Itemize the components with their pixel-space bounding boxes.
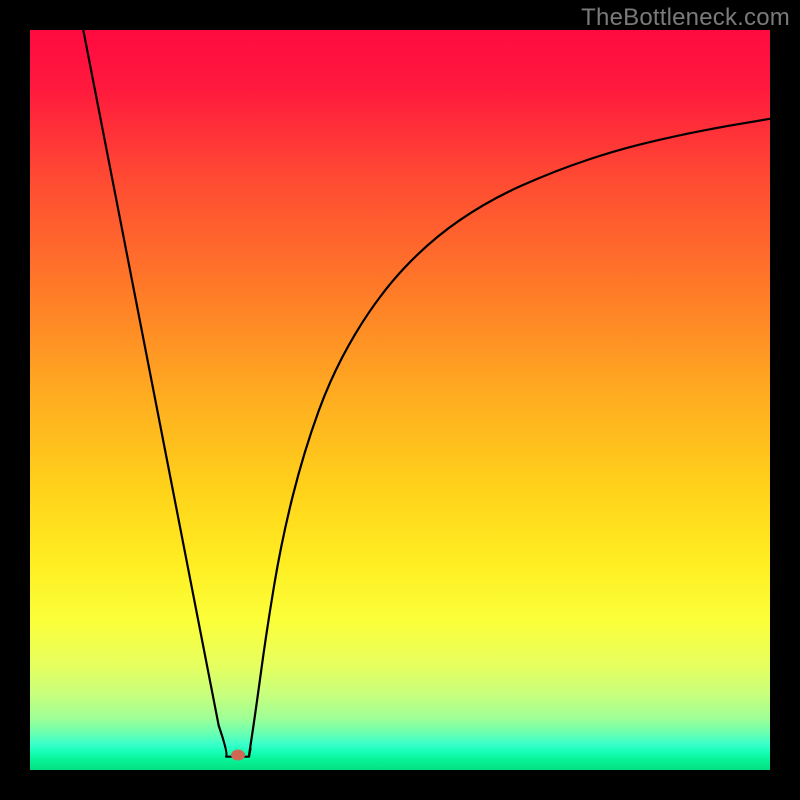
optimal-point-marker (231, 750, 245, 761)
plot-area (30, 30, 770, 770)
chart-container: TheBottleneck.com (0, 0, 800, 800)
watermark-text: TheBottleneck.com (581, 4, 790, 32)
bottleneck-curve (30, 30, 770, 770)
